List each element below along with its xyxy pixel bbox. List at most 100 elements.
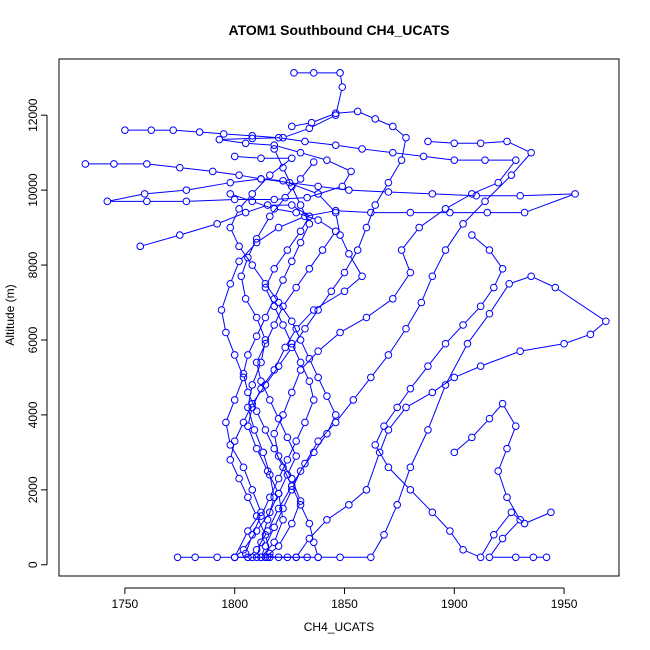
series-segment <box>261 500 269 514</box>
data-point <box>250 426 259 434</box>
series-segment <box>266 432 274 446</box>
series-segment <box>147 189 184 195</box>
series-segment <box>314 545 318 555</box>
series-segment <box>292 346 300 360</box>
data-point <box>248 381 257 389</box>
series-segment <box>389 331 405 353</box>
series-segment <box>226 335 234 353</box>
series-segment <box>143 235 177 246</box>
series-segment <box>403 229 418 248</box>
data-point <box>305 220 314 228</box>
series-segment <box>309 384 314 397</box>
data-series <box>371 231 555 562</box>
series-segment <box>311 521 326 537</box>
series-segment <box>527 194 573 212</box>
series-segment <box>508 499 519 518</box>
series-segment <box>412 368 427 387</box>
data-point <box>397 246 406 254</box>
data-point <box>485 553 494 562</box>
series-segment <box>372 357 387 376</box>
data-point <box>441 246 450 254</box>
data-point <box>485 246 494 254</box>
data-point <box>191 553 199 562</box>
data-point <box>252 235 261 243</box>
series-segment <box>329 506 347 519</box>
series-segment <box>372 537 383 555</box>
series-segment <box>259 229 277 242</box>
series-segment <box>329 161 349 171</box>
data-point <box>309 69 318 77</box>
data-point <box>283 433 292 442</box>
series-segment <box>469 316 488 342</box>
data-point <box>305 519 314 528</box>
data-point <box>292 452 300 460</box>
series-segment <box>243 376 248 390</box>
series-segment <box>446 346 467 383</box>
series-segment <box>297 540 308 555</box>
series-segment <box>345 252 357 270</box>
data-point <box>136 242 145 251</box>
data-series <box>239 145 322 562</box>
data-point <box>296 238 305 247</box>
series-segment <box>312 116 333 128</box>
data-point <box>257 553 265 562</box>
series-segment <box>283 170 291 184</box>
data-point <box>252 238 261 247</box>
series-segment <box>256 365 261 379</box>
series-segment <box>301 507 309 521</box>
data-point <box>301 418 309 427</box>
series-segment <box>490 540 502 555</box>
series-segment <box>252 365 261 383</box>
series-segment <box>231 462 239 476</box>
data-point <box>287 339 296 348</box>
data-point <box>367 373 375 382</box>
data-point <box>237 272 246 281</box>
data-point <box>498 534 507 543</box>
data-point <box>389 122 397 131</box>
data-point <box>230 195 239 204</box>
data-point <box>296 148 305 157</box>
data-point <box>406 268 415 277</box>
series-segment <box>411 432 427 465</box>
data-point <box>279 516 287 524</box>
series-segment <box>490 252 502 267</box>
data-point <box>371 115 380 123</box>
series-segment <box>396 152 421 157</box>
data-point <box>314 306 322 314</box>
x-tick-label: 1950 <box>551 597 578 611</box>
series-segment <box>435 193 473 197</box>
data-point <box>266 508 274 517</box>
data-point <box>494 178 503 187</box>
series-segment <box>360 112 373 119</box>
data-point <box>340 287 349 296</box>
data-layer <box>81 69 610 562</box>
data-point <box>446 208 454 217</box>
series-segment <box>498 451 507 469</box>
data-point <box>252 545 261 554</box>
series-segment <box>262 544 273 556</box>
series-segment <box>557 288 604 320</box>
series-segment <box>301 218 309 229</box>
data-point <box>323 392 331 400</box>
data-point <box>270 145 279 153</box>
series-segment <box>257 545 261 555</box>
series-segment <box>262 372 273 387</box>
data-point <box>314 373 322 382</box>
data-point <box>213 220 221 228</box>
x-tick-label: 1850 <box>331 597 358 611</box>
data-point <box>230 152 239 161</box>
y-tick-label: 4000 <box>26 401 40 428</box>
series-segment <box>226 425 231 442</box>
data-point <box>226 279 235 288</box>
series-segment <box>267 547 277 556</box>
data-point <box>279 302 287 311</box>
data-point <box>353 246 362 254</box>
series-segment <box>367 455 380 487</box>
data-point <box>507 171 516 179</box>
data-point <box>222 328 230 337</box>
series-segment <box>264 178 287 183</box>
data-point <box>503 493 511 502</box>
data-point <box>397 156 406 164</box>
data-point <box>215 135 224 144</box>
data-point <box>230 351 239 359</box>
